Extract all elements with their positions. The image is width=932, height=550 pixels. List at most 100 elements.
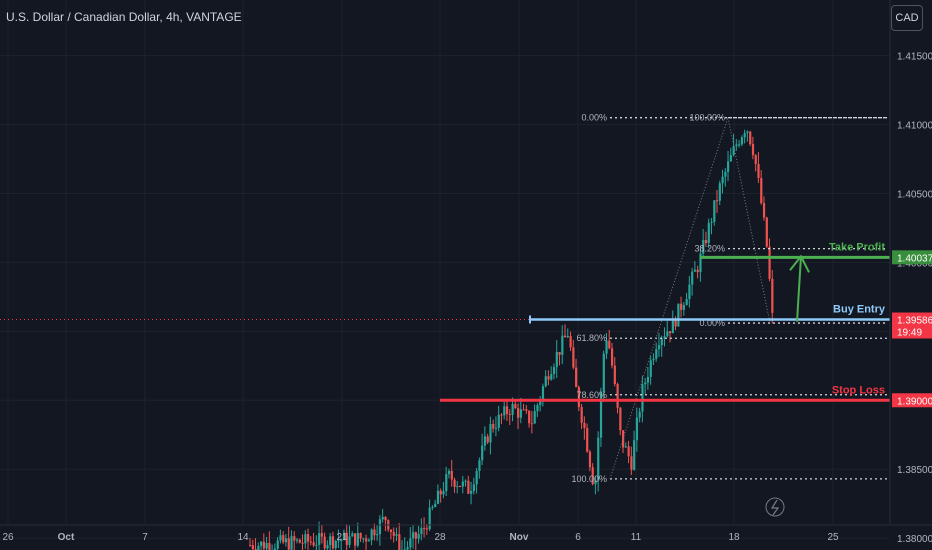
lightning-icon [765, 497, 785, 517]
candle-body [461, 481, 464, 487]
candle-body [365, 538, 368, 542]
x-tick-label: 11 [631, 532, 642, 543]
candle-body [492, 423, 495, 429]
y-tick-label: 1.41000 [897, 121, 932, 132]
candle-body [610, 348, 614, 366]
candle-body [434, 503, 437, 508]
candle-body [729, 155, 732, 162]
candle-body [533, 411, 536, 424]
candle-body [431, 507, 434, 509]
candle-body [771, 278, 774, 313]
fib-level-label: 100.00% [571, 474, 607, 484]
candle-body [558, 351, 561, 355]
candle-body [566, 336, 569, 338]
candle-body [420, 528, 423, 535]
candle-body [445, 474, 448, 492]
candle-body [696, 269, 699, 273]
candle-body [436, 490, 440, 504]
candle-body [295, 539, 299, 541]
candle-body [312, 542, 315, 546]
y-tick-label: 1.40500 [897, 190, 932, 201]
candle-body [539, 399, 542, 406]
candle-body [323, 536, 326, 549]
candle-body [450, 470, 453, 480]
candle-body [572, 347, 575, 368]
level-name: Take Profit [829, 241, 885, 253]
candle-body [483, 436, 487, 446]
candle-body [605, 340, 608, 354]
candle-body [307, 534, 310, 542]
candle-body [508, 413, 511, 415]
candle-body [541, 386, 545, 400]
currency-button[interactable]: CAD [891, 5, 923, 31]
fib-retrace-label: 0.00% [699, 318, 725, 328]
candle-body [398, 534, 401, 550]
x-tick-label: 7 [142, 532, 148, 543]
candle-body [412, 532, 415, 539]
candle-body [677, 303, 680, 327]
candle-body [425, 528, 429, 530]
candle-body [727, 161, 730, 172]
candle-body [359, 533, 362, 539]
candle-body [439, 490, 442, 495]
candle-body [470, 490, 473, 494]
candle-body [740, 137, 744, 145]
level-time-label: 19:49 [897, 327, 922, 338]
candle-body [702, 240, 705, 254]
candle-body [547, 376, 550, 380]
candle-body [381, 516, 384, 520]
candle-body [464, 480, 467, 482]
candle-body [644, 382, 647, 385]
candle-body [453, 479, 456, 487]
candle-body [691, 271, 694, 285]
candle-body [591, 467, 594, 485]
candle-body [646, 376, 650, 383]
level-name: Buy Entry [833, 303, 886, 315]
candle-body [475, 470, 478, 485]
candle-body [713, 200, 716, 222]
candle-body [655, 349, 658, 359]
candle-body [594, 480, 597, 485]
candle-body [301, 542, 304, 544]
candle-body [251, 545, 254, 550]
candle-body [447, 470, 451, 475]
level-price-label: 1.39000 [897, 396, 932, 407]
candle-body [569, 336, 572, 348]
candle-body [395, 534, 398, 536]
candle-body [749, 131, 752, 145]
candle-body [669, 331, 672, 334]
candle-body [762, 202, 766, 218]
candle-body [536, 405, 539, 412]
candle-body [511, 404, 514, 415]
candle-body [613, 365, 616, 384]
fib-retrace-label: 100.00% [689, 113, 725, 123]
candle-body [602, 353, 605, 393]
candle-body [765, 217, 768, 247]
candle-body [671, 318, 674, 334]
candle-body [746, 131, 749, 134]
candle-body [657, 345, 661, 350]
candle-body [528, 410, 531, 424]
candle-body [428, 507, 431, 530]
candle-body [608, 340, 611, 349]
candle-body [561, 335, 564, 355]
y-tick-label: 1.38000 [897, 534, 932, 545]
candle-body [494, 427, 498, 429]
level-name: Stop Loss [832, 384, 885, 396]
y-tick-label: 1.38500 [897, 465, 932, 476]
level-price-badge [892, 250, 932, 265]
candle-body [715, 200, 719, 202]
lightning-icon-bolt [770, 499, 780, 516]
candle-body [249, 545, 252, 546]
candle-body [268, 543, 271, 550]
x-tick-label: 28 [434, 532, 446, 543]
candle-body [342, 532, 346, 541]
candle-body [735, 144, 738, 147]
fib-level-label: 0.00% [581, 113, 607, 123]
candle-body [577, 387, 581, 408]
candle-body [276, 540, 279, 549]
candle-body [624, 446, 627, 448]
grid-lines [0, 0, 890, 539]
candle-body [442, 491, 445, 495]
